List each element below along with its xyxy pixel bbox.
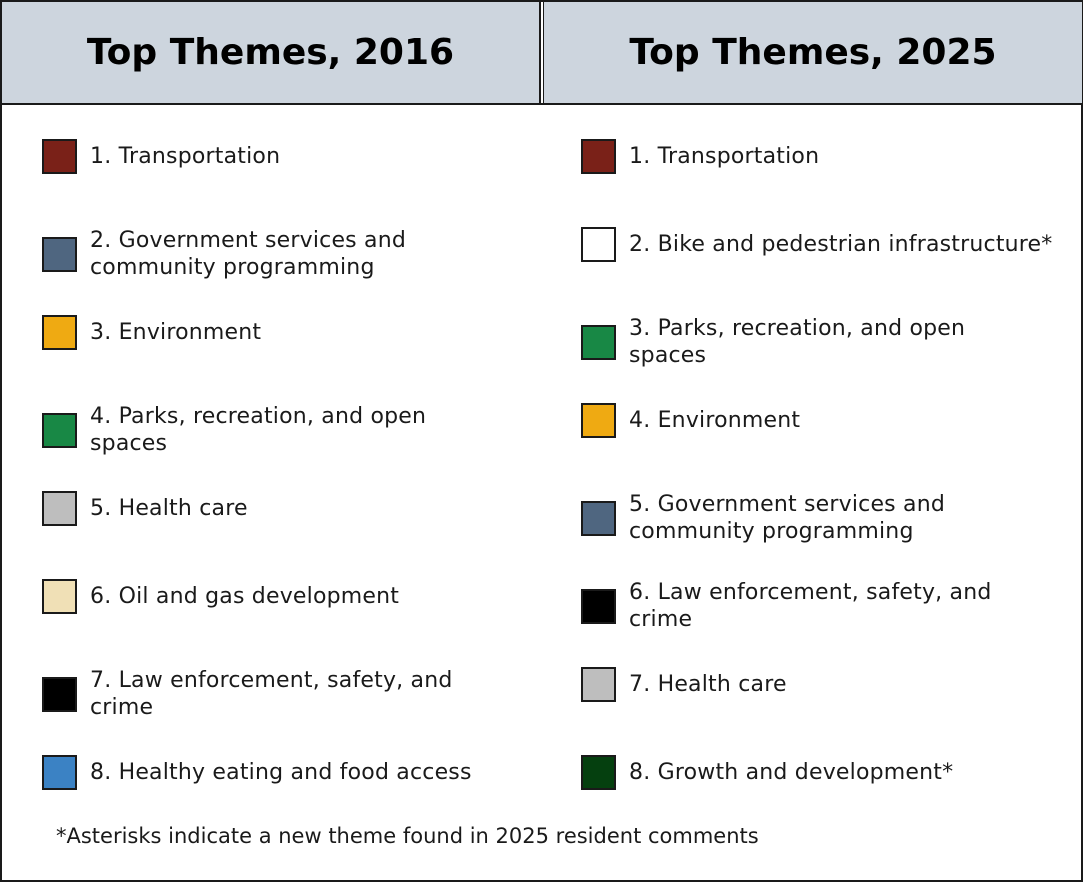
theme-label: 3. Parks, recreation, and open spaces — [629, 316, 966, 368]
theme-label: 8. Healthy eating and food access — [90, 760, 472, 785]
theme-label: 5. Health care — [90, 496, 248, 521]
theme-label: 6. Oil and gas development — [90, 584, 400, 609]
color-swatch — [42, 315, 77, 350]
color-swatch — [581, 324, 616, 360]
theme-label: 4. Environment — [629, 408, 801, 433]
list-item-2025-5: 5. Government services and community prog… — [581, 491, 945, 545]
theme-label: 3. Environment — [90, 320, 262, 345]
color-swatch — [42, 755, 77, 790]
list-item-2016-2: 2. Government services and community prog… — [42, 227, 406, 281]
list-item-2016-6: 6. Oil and gas development — [42, 579, 399, 614]
header-2025: Top Themes, 2025 — [543, 2, 1082, 103]
color-swatch — [581, 667, 616, 702]
color-swatch — [581, 139, 616, 174]
table-header: Top Themes, 2016 Top Themes, 2025 — [2, 2, 1082, 103]
list-item-2016-5: 5. Health care — [42, 491, 248, 526]
list-item-2016-3: 3. Environment — [42, 315, 261, 350]
list-item-2016-4: 4. Parks, recreation, and open spaces — [42, 403, 426, 457]
theme-label: 2. Bike and pedestrian infrastructure* — [629, 232, 1053, 257]
color-swatch — [581, 403, 616, 438]
header-divider — [2, 103, 1081, 105]
list-item-2025-2: 2. Bike and pedestrian infrastructure* — [581, 227, 1052, 262]
list-item-2025-1: 1. Transportation — [581, 139, 819, 174]
color-swatch — [581, 588, 616, 624]
list-item-2025-8: 8. Growth and development* — [581, 755, 953, 790]
list-item-2016-8: 8. Healthy eating and food access — [42, 755, 472, 790]
theme-label: 7. Law enforcement, safety, and crime — [90, 668, 453, 720]
color-swatch — [42, 579, 77, 614]
theme-label: 4. Parks, recreation, and open spaces — [90, 404, 427, 456]
color-swatch — [42, 236, 77, 272]
list-item-2025-7: 7. Health care — [581, 667, 787, 702]
header-2016: Top Themes, 2016 — [2, 2, 541, 103]
color-swatch — [581, 227, 616, 262]
list-item-2025-3: 3. Parks, recreation, and open spaces — [581, 315, 965, 369]
theme-label: 5. Government services and community prog… — [629, 492, 946, 544]
list-item-2025-6: 6. Law enforcement, safety, and crime — [581, 579, 992, 633]
list-item-2016-1: 1. Transportation — [42, 139, 280, 174]
color-swatch — [581, 500, 616, 536]
theme-label: 8. Growth and development* — [629, 760, 954, 785]
theme-label: 2. Government services and community prog… — [90, 228, 407, 280]
theme-label: 6. Law enforcement, safety, and crime — [629, 580, 992, 632]
theme-label: 7. Health care — [629, 672, 787, 697]
list-item-2025-4: 4. Environment — [581, 403, 800, 438]
list-item-2016-7: 7. Law enforcement, safety, and crime — [42, 667, 453, 721]
theme-label: 1. Transportation — [90, 144, 281, 169]
color-swatch — [581, 755, 616, 790]
theme-label: 1. Transportation — [629, 144, 820, 169]
footnote: *Asterisks indicate a new theme found in… — [56, 824, 759, 848]
color-swatch — [42, 676, 77, 712]
color-swatch — [42, 491, 77, 526]
color-swatch — [42, 139, 77, 174]
color-swatch — [42, 412, 77, 448]
